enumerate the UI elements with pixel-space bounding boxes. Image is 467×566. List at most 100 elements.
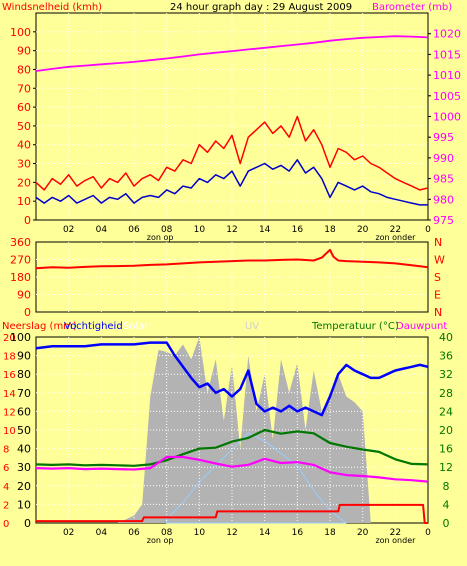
compass-label: N (434, 236, 442, 249)
barometer-tick-label: 1020 (433, 28, 461, 41)
temperature-tick-label: 40 (439, 331, 453, 344)
sun-marker-label: zon onder (375, 536, 416, 545)
hour-tick-label: 16 (292, 528, 304, 538)
hour-tick-label: 16 (292, 225, 304, 235)
barometer-tick-label: 980 (433, 193, 454, 206)
temperature-tick-label: 36 (439, 350, 453, 363)
hour-tick-label: 04 (96, 225, 108, 235)
hour-tick-label: 12 (226, 225, 237, 235)
humidity-tick-label: 30 (17, 461, 31, 474)
compass-label: S (434, 271, 441, 284)
temperature-axis-label: Temperatuur (°C) (311, 321, 399, 332)
rain-tick-label: 2 (3, 500, 9, 511)
barometer-tick-label: 975 (433, 214, 454, 227)
humidity-tick-label: 20 (17, 480, 31, 493)
temperature-tick-label: 20 (439, 424, 453, 437)
humidity-tick-label: 70 (17, 387, 31, 400)
temperature-tick-label: 0 (443, 517, 450, 530)
rain-tick-label: 14 (3, 389, 16, 400)
wind-direction-line (35, 248, 429, 270)
hour-tick-label: 04 (96, 528, 108, 538)
humidity-tick-label: 10 (17, 498, 31, 511)
temperature-line (35, 428, 429, 467)
wind-avg-line (35, 159, 428, 206)
wind-tick-label: 0 (24, 214, 31, 227)
wind-axis-label: Windsnelheid (kmh) (2, 2, 102, 13)
rain-tick-label: 20 (3, 333, 16, 344)
sun-marker-label: zon onder (375, 233, 416, 242)
rain-axis-label: Neerslag (mm) (2, 321, 77, 332)
direction-tick-label: 0 (24, 306, 31, 319)
humidity-tick-label: 50 (17, 424, 31, 437)
humidity-tick-label: 0 (24, 517, 31, 530)
direction-tick-label: 360 (10, 236, 31, 249)
temperature-tick-label: 24 (439, 405, 453, 418)
hour-tick-label: 20 (357, 528, 369, 538)
hour-tick-label: 06 (128, 225, 140, 235)
rain-line (36, 503, 428, 524)
hour-tick-label: 22 (390, 225, 401, 235)
rain-humidity-temp-panel: 024681012141618200102030405060708090100 … (2, 321, 453, 545)
wind-tick-label: 100 (10, 26, 31, 39)
humidity-tick-label: 60 (17, 405, 31, 418)
barometer-axis-label: Barometer (mb) (372, 2, 452, 13)
wind-tick-label: 20 (17, 176, 31, 189)
hour-tick-label: 02 (63, 225, 74, 235)
rain-tick-label: 8 (3, 445, 9, 456)
uv-area (166, 432, 347, 524)
humidity-axis-label: Vochtigheid (64, 321, 123, 332)
barometer-tick-label: 995 (433, 131, 454, 144)
rain-tick-label: 10 (3, 426, 16, 437)
rain-tick-label: 16 (3, 370, 16, 381)
wind-tick-label: 10 (17, 195, 31, 208)
hour-tick-label: 0 (425, 528, 431, 538)
wind-tick-label: 60 (17, 101, 31, 114)
hour-tick-label: 10 (194, 528, 206, 538)
humidity-line (35, 341, 429, 417)
barometer-tick-label: 1000 (433, 111, 461, 124)
sun-marker-label: zon op (147, 233, 174, 242)
chart-title: 24 hour graph day : 29 August 2009 (170, 2, 352, 13)
direction-tick-label: 90 (17, 289, 31, 302)
wind-tick-label: 90 (17, 45, 31, 58)
wind-tick-label: 40 (17, 139, 31, 152)
rain-tick-label: 18 (3, 352, 16, 363)
humidity-tick-label: 40 (17, 443, 31, 456)
barometer-tick-label: 985 (433, 173, 454, 186)
temperature-tick-label: 16 (439, 443, 453, 456)
hour-tick-label: 06 (128, 528, 140, 538)
hour-tick-label: 14 (259, 528, 271, 538)
hour-tick-label: 08 (161, 225, 173, 235)
solar-area (117, 337, 380, 523)
hour-tick-label: 02 (63, 528, 74, 538)
direction-tick-label: 180 (10, 271, 31, 284)
humidity-tick-label: 90 (17, 350, 31, 363)
humidity-tick-label: 100 (10, 331, 31, 344)
temperature-tick-label: 32 (439, 368, 453, 381)
hour-tick-label: 10 (194, 225, 206, 235)
wind-tick-label: 50 (17, 120, 31, 133)
compass-label: E (434, 289, 441, 302)
rain-tick-label: 0 (3, 519, 9, 530)
barometer-tick-label: 1005 (433, 90, 461, 103)
dewpoint-axis-label: Dauwpunt (396, 321, 447, 332)
wind-tick-label: 30 (17, 158, 31, 171)
humidity-tick-label: 80 (17, 368, 31, 381)
wind-speed-line (35, 115, 429, 191)
barometer-tick-label: 1015 (433, 48, 461, 61)
rain-tick-label: 6 (3, 463, 9, 474)
hour-tick-label: 0 (425, 225, 431, 235)
direction-tick-label: 270 (10, 254, 31, 267)
dewpoint-line (35, 455, 429, 483)
hour-tick-label: 12 (226, 528, 237, 538)
hour-tick-label: 08 (161, 528, 173, 538)
sun-marker-label: zon op (147, 536, 174, 545)
compass-label: W (434, 254, 445, 267)
wind-tick-label: 70 (17, 82, 31, 95)
uv-axis-label: UV (245, 321, 259, 332)
barometer-line (35, 35, 429, 72)
wind-tick-label: 80 (17, 63, 31, 76)
